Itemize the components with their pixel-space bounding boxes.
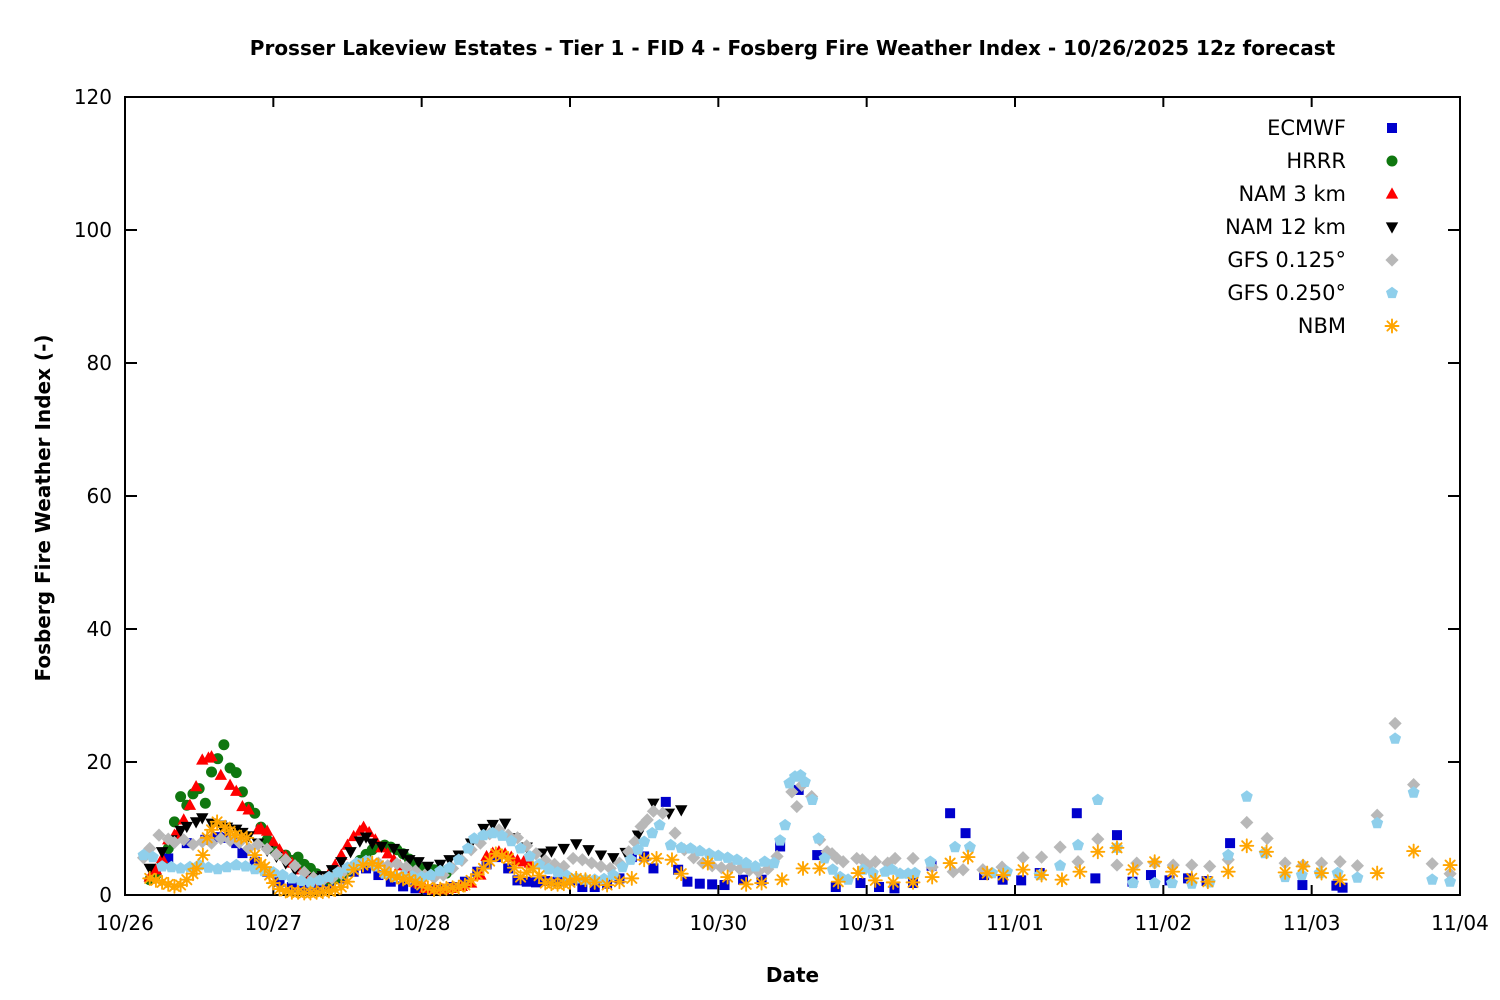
legend-marker-triangle-down <box>1385 222 1399 234</box>
x-tick-label: 10/26 <box>96 911 154 935</box>
legend-marker-circle <box>1386 155 1398 167</box>
legend-label: NAM 12 km <box>1225 215 1346 239</box>
y-tick-label: 80 <box>87 351 112 375</box>
x-tick-label: 11/04 <box>1431 911 1489 935</box>
x-tick-label: 10/31 <box>838 911 896 935</box>
legend-item-nam-12-km: NAM 12 km <box>1225 215 1399 239</box>
x-tick-label: 10/28 <box>393 911 451 935</box>
legend-item-ecmwf: ECMWF <box>1267 116 1397 140</box>
chart-title: Prosser Lakeview Estates - Tier 1 - FID … <box>249 36 1336 60</box>
legend-item-nam-3-km: NAM 3 km <box>1238 182 1399 206</box>
y-tick-label: 100 <box>74 218 112 242</box>
x-tick-label: 10/29 <box>541 911 599 935</box>
x-tick-label: 10/30 <box>690 911 748 935</box>
y-axis-label: Fosberg Fire Weather Index (-) <box>31 334 55 682</box>
y-tick-label: 60 <box>87 484 112 508</box>
legend-marker-triangle-up <box>1385 187 1399 199</box>
legend-marker-diamond <box>1385 253 1399 267</box>
legend-label: NAM 3 km <box>1238 182 1346 206</box>
legend-label: GFS 0.125° <box>1227 248 1346 272</box>
legend-marker-pentagon <box>1386 286 1398 299</box>
legend-marker-square <box>1387 123 1397 133</box>
y-tick-label: 120 <box>74 85 112 109</box>
legend-label: ECMWF <box>1267 116 1346 140</box>
x-tick-label: 10/27 <box>245 911 303 935</box>
series-nbm <box>142 814 1458 901</box>
x-tick-label: 11/02 <box>1135 911 1193 935</box>
x-tick-label: 11/01 <box>986 911 1044 935</box>
legend-item-gfs-0-125-: GFS 0.125° <box>1227 248 1399 272</box>
legend-item-nbm: NBM <box>1298 314 1400 338</box>
x-tick-label: 11/03 <box>1283 911 1341 935</box>
legend-item-gfs-0-250-: GFS 0.250° <box>1227 281 1398 305</box>
axis-ticks: 10/26 10/27 10/28 10/29 10/30 10/31 11/01 11/02… <box>74 85 1489 935</box>
legend-marker-asterisk <box>1384 318 1400 334</box>
x-axis-label: Date <box>765 963 820 987</box>
y-tick-label: 0 <box>99 883 112 907</box>
legend-item-hrrr: HRRR <box>1286 149 1398 173</box>
legend-label: GFS 0.250° <box>1227 281 1346 305</box>
y-tick-label: 20 <box>87 750 112 774</box>
legend-label: HRRR <box>1286 149 1346 173</box>
legend: ECMWF HRRR NAM 3 km NAM 12 km GFS 0.125° GFS … <box>1225 116 1400 338</box>
y-tick-label: 40 <box>87 617 112 641</box>
legend-label: NBM <box>1298 314 1346 338</box>
